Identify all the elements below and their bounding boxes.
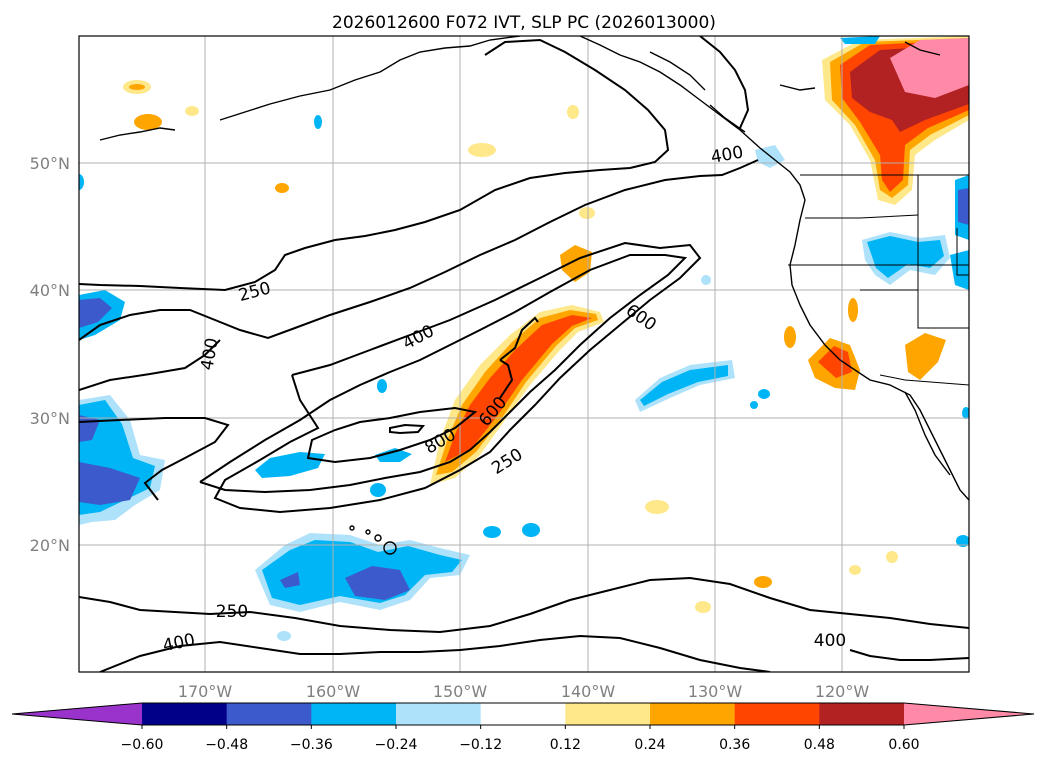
lon-tick-label: 170°W [178,682,233,701]
colorbar-tick-label: −0.24 [375,737,418,753]
colorbar: −0.60 −0.48 −0.36 −0.24 −0.12 0.12 0.24 0.36 0.4… [11,702,1035,753]
lat-tick-label: 50°N [30,154,70,173]
colorbar-segment [819,703,905,725]
contour-lines [79,36,969,672]
lat-tick-label: 20°N [30,536,70,555]
colorbar-segment [734,703,820,725]
colorbar-tick-label: 0.48 [804,737,835,753]
colorbar-tick-label: 0.36 [719,737,750,753]
lon-tick-label: 160°W [306,682,361,701]
colorbar-segment [142,703,228,725]
lat-tick-label: 40°N [30,281,70,300]
colorbar-extend-low [12,703,142,725]
map-area: 250 400 400 600 800 600 250 400 250 400 … [79,36,969,672]
colorbar-segment [226,703,312,725]
lon-tick-label: 120°W [815,682,870,701]
colorbar-tick-label: −0.36 [290,737,333,753]
map-title: 2026012600 F072 IVT, SLP PC (2026013000) [332,13,716,33]
lat-tick-label: 30°N [30,409,70,428]
colorbar-segment [311,703,397,725]
colorbar-segment [396,703,482,725]
lon-tick-labels: 170°W 160°W 150°W 140°W 130°W 120°W [178,682,870,701]
lon-tick-label: 150°W [433,682,488,701]
colorbar-tick-label: 0.60 [888,737,919,753]
lon-tick-label: 130°W [688,682,743,701]
map-frame [78,35,970,673]
colorbar-segment [480,703,566,725]
colorbar-tick-label: −0.60 [121,737,164,753]
contour-label: 400 [814,631,846,651]
colorbar-segment [650,703,736,725]
positive-anomaly-shading [123,36,969,613]
colorbar-tick-label: 0.24 [634,737,665,753]
lon-tick-label: 140°W [561,682,616,701]
colorbar-tick-label: 0.12 [550,737,581,753]
colorbar-segment [565,703,651,725]
contour-label: 250 [216,602,248,622]
colorbar-tick-label: −0.48 [205,737,248,753]
borders [788,174,969,386]
colorbar-tick-label: −0.12 [459,737,502,753]
colorbar-extend-high [904,703,1034,725]
lat-tick-labels: 50°N 40°N 30°N 20°N [30,154,70,555]
